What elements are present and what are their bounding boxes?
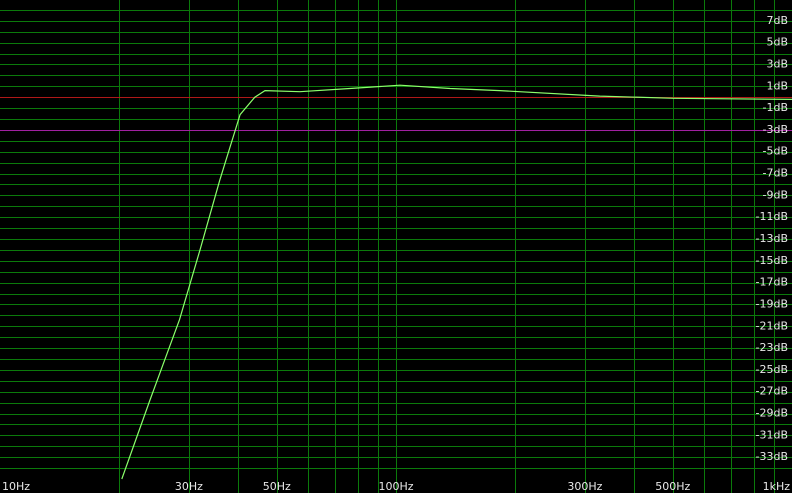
y-tick-label: -15dB [756,254,789,267]
x-tick-label: 50Hz [263,480,291,493]
y-tick-label: -29dB [756,407,789,420]
y-tick-label: -27dB [756,385,789,398]
y-tick-label: -17dB [756,276,789,289]
y-tick-label: -1dB [763,101,789,114]
x-tick-label: 1kHz [763,480,791,493]
y-tick-label: -3dB [763,123,789,136]
y-tick-label: 1dB [766,79,788,92]
y-tick-label: -33dB [756,450,789,463]
y-tick-label: -9dB [763,188,789,201]
y-tick-label: -21dB [756,319,789,332]
y-tick-label: -7dB [763,167,789,180]
x-tick-label: 300Hz [567,480,602,493]
y-tick-label: -11dB [756,210,789,223]
y-tick-label: -31dB [756,428,789,441]
y-tick-label: 7dB [766,14,788,27]
y-tick-label: -19dB [756,297,789,310]
x-tick-label: 100Hz [378,480,413,493]
x-tick-label: 10Hz [2,480,30,493]
y-tick-label: 5dB [766,36,788,49]
y-tick-label: -13dB [756,232,789,245]
y-tick-label: -5dB [763,145,789,158]
y-tick-label: -25dB [756,363,789,376]
x-tick-label: 30Hz [175,480,203,493]
y-tick-label: 3dB [766,57,788,70]
response-curve [121,84,792,480]
x-tick-label: 500Hz [655,480,690,493]
y-tick-label: -23dB [756,341,789,354]
